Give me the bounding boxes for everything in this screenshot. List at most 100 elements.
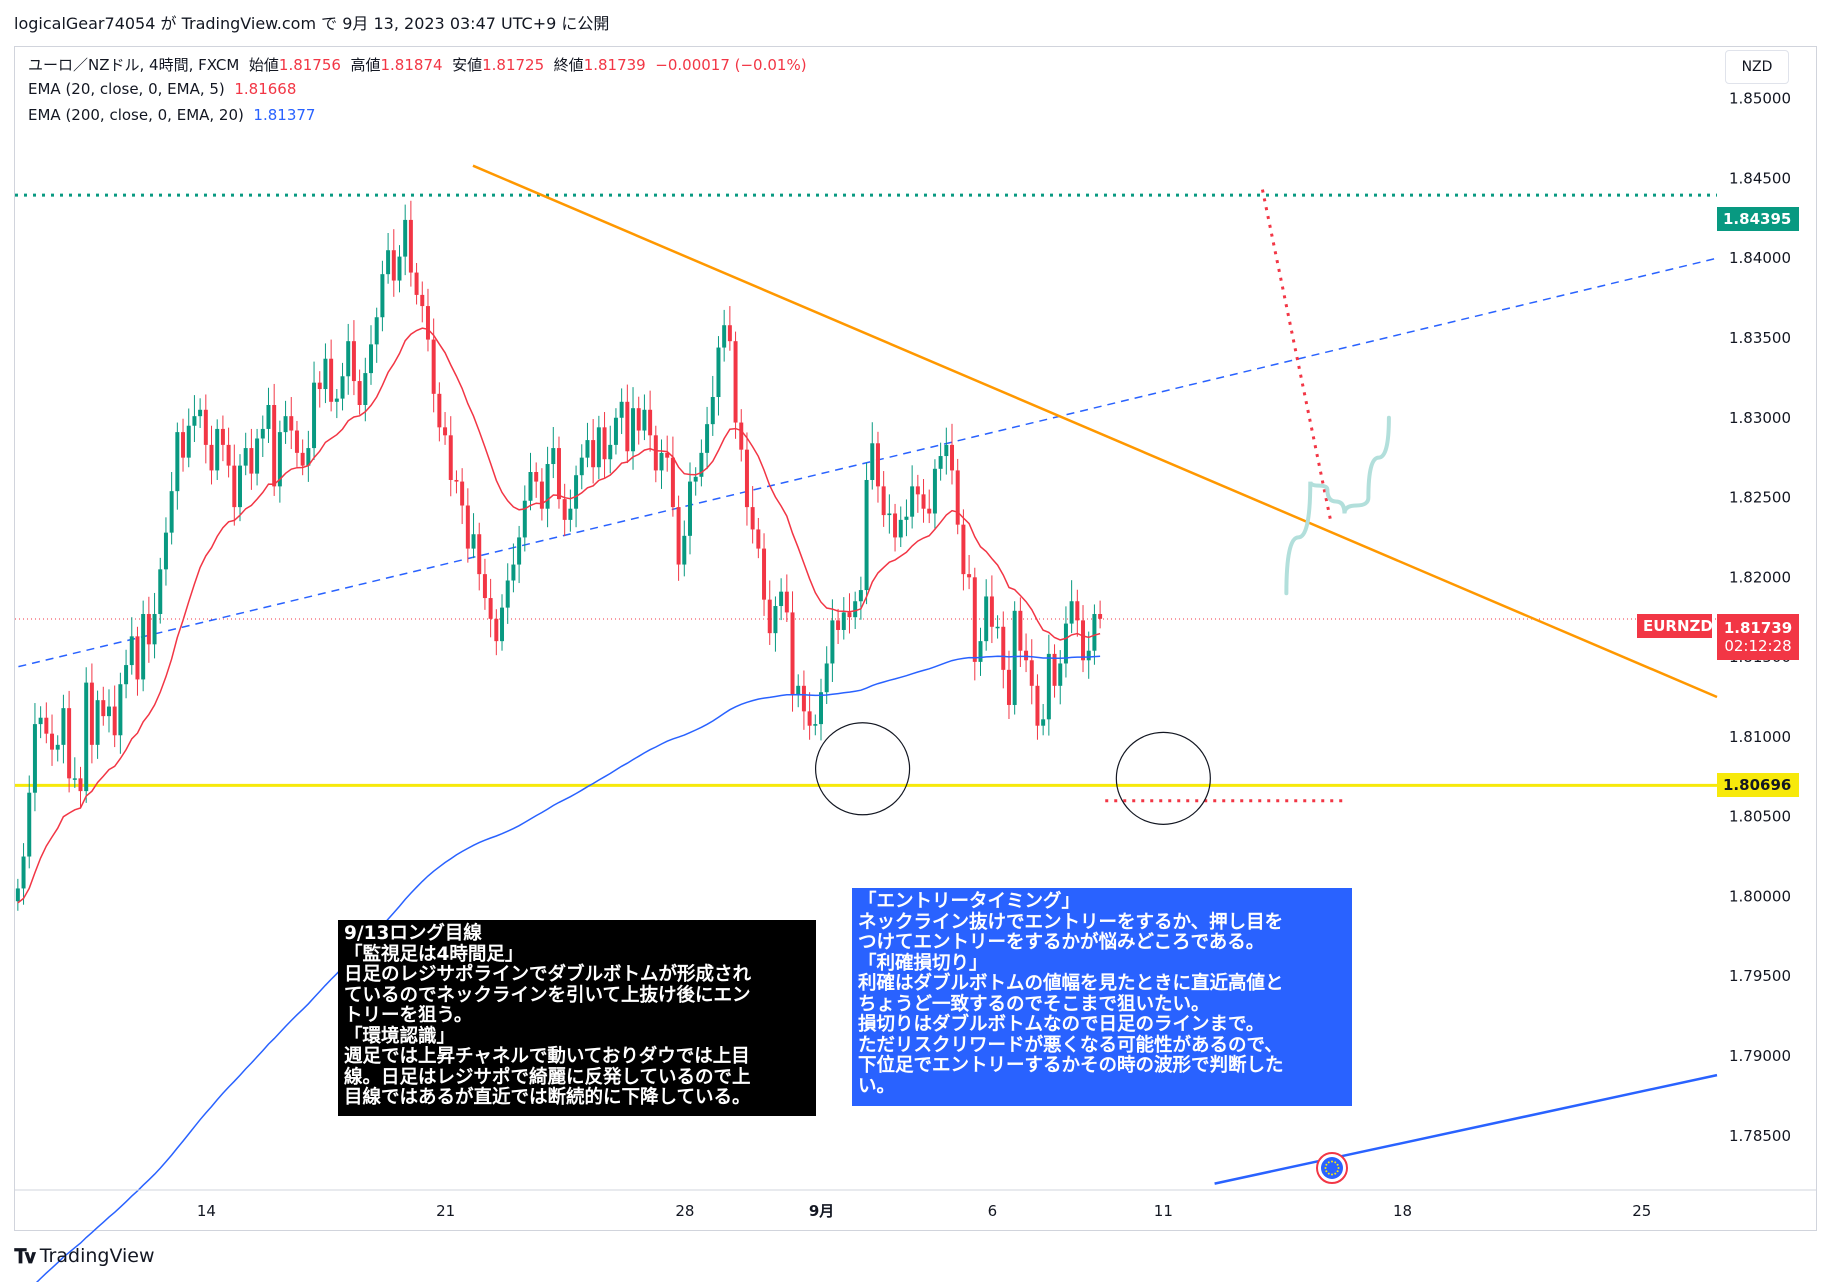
x-tick-label: 28 (675, 1202, 694, 1220)
candle-body (357, 381, 362, 405)
candle-body (562, 499, 567, 520)
candle-body (893, 513, 898, 538)
legend-ema200-value: 1.81377 (253, 106, 316, 124)
candle-body (141, 614, 146, 680)
candle-body (260, 428, 265, 439)
candle-body (101, 700, 106, 717)
candle-body (591, 440, 596, 468)
candle-body (989, 596, 994, 627)
last-price-label: 1.81739 (1723, 619, 1793, 637)
candle-body (693, 476, 698, 482)
candle-body (642, 409, 647, 431)
candle-body (312, 382, 317, 449)
candle-body (443, 427, 448, 436)
legend-ema200-label: EMA (200, close, 0, EMA, 20) (28, 106, 244, 124)
candle-body (773, 606, 778, 634)
candle-body (1081, 620, 1086, 661)
x-tick-label: 14 (197, 1202, 216, 1220)
candle-body (243, 448, 248, 466)
resistance-price-tag: 1.84395 (1717, 207, 1799, 231)
candle-body (648, 409, 653, 436)
resistance-price-label: 1.84395 (1723, 210, 1792, 228)
candle-body (819, 692, 823, 725)
candle-body (744, 449, 749, 508)
candle-body (767, 599, 772, 634)
candle-body (1086, 650, 1091, 661)
eu-flag-star (1324, 1167, 1327, 1169)
candle-body (1041, 719, 1046, 726)
candle-body (665, 452, 670, 458)
x-tick-label: 18 (1393, 1202, 1412, 1220)
candle-body (397, 256, 402, 281)
candle-body (369, 344, 374, 374)
candle-body (539, 481, 544, 509)
candle-body (545, 464, 550, 509)
legend-ohlc: ユーロ／NZドル, 4時間, FXCM 始値1.81756 高値1.81874 … (28, 54, 807, 75)
candle-body (904, 516, 909, 520)
tradingview-brand[interactable]: 𝐓𝐯 TradingView (14, 1244, 155, 1268)
eu-flag-star (1327, 1161, 1330, 1164)
candle-body (152, 614, 157, 645)
annotation-layer-back (15, 193, 1718, 1185)
candle-body (1001, 626, 1006, 670)
candle-body (676, 507, 681, 565)
candle-body (124, 665, 129, 685)
candle-body (1052, 653, 1057, 686)
ema20-line (17, 327, 1101, 904)
eu-flag-star (1325, 1170, 1328, 1173)
candle-body (619, 401, 624, 418)
candle-body (733, 341, 738, 423)
legend-high-label: 高値 (350, 56, 381, 74)
candle-body (425, 306, 430, 340)
publisher-line: logicalGear74054 が TradingView.com で 9月 … (14, 14, 610, 33)
candle-body (38, 717, 43, 725)
x-tick-label: 21 (436, 1202, 455, 1220)
candle-body (374, 317, 379, 345)
candle-body (579, 457, 584, 476)
candle-body (847, 612, 852, 618)
candle-body (1046, 653, 1051, 720)
candle-body (249, 448, 254, 474)
x-tick-label: 25 (1632, 1202, 1651, 1220)
currency-button[interactable]: NZD (1725, 50, 1789, 84)
y-tick-label: 1.80000 (1729, 887, 1791, 905)
candle-body (556, 448, 561, 500)
candle-body (978, 641, 983, 662)
candle-body (955, 470, 960, 525)
candle-body (482, 574, 487, 599)
candle-body (608, 444, 613, 460)
candle-body (181, 432, 186, 458)
candle-body (1069, 601, 1074, 624)
candle-body (944, 444, 949, 457)
last-price-tag: 1.81739 02:12:28 (1717, 614, 1799, 660)
candle-body (414, 272, 419, 295)
candle-body (972, 577, 977, 662)
y-tick-label: 1.84500 (1729, 169, 1791, 187)
candle-body (517, 537, 522, 565)
downtrend-line (472, 164, 1718, 699)
candle-body (1024, 650, 1029, 661)
candle-body (340, 376, 345, 399)
candle-body (1012, 610, 1017, 705)
candle-body (306, 448, 311, 466)
candle-body (78, 778, 83, 792)
candle-body (84, 682, 89, 792)
y-tick-label: 1.80500 (1729, 808, 1791, 826)
candle-body (329, 358, 334, 402)
legend-symbol: ユーロ／NZドル, 4時間, FXCM (28, 56, 240, 74)
eu-flag-star (1331, 1160, 1333, 1163)
y-tick-label: 1.83000 (1729, 409, 1791, 427)
candle-body (289, 416, 294, 431)
candle-body (192, 416, 197, 426)
candle-body (625, 401, 630, 452)
candle-body (631, 408, 636, 452)
symbol-tag-label: EURNZD (1643, 617, 1713, 635)
candle-body (653, 435, 658, 471)
candle-body (334, 398, 339, 402)
y-tick-label: 1.83500 (1729, 329, 1791, 347)
candle-body (932, 468, 937, 514)
candle-body (670, 457, 675, 508)
candle-body (784, 591, 789, 613)
candle-body (528, 472, 533, 501)
candle-body (129, 636, 134, 666)
